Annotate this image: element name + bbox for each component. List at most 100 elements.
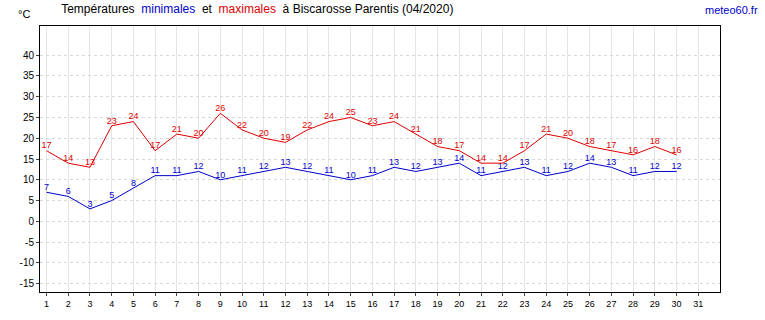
svg-text:18: 18	[411, 299, 421, 309]
svg-text:5: 5	[28, 195, 34, 206]
svg-text:7: 7	[174, 299, 179, 309]
svg-text:11: 11	[237, 165, 246, 175]
svg-text:14: 14	[585, 153, 595, 163]
svg-text:28: 28	[628, 299, 638, 309]
svg-text:19: 19	[433, 299, 443, 309]
svg-text:24: 24	[324, 111, 334, 121]
svg-text:22: 22	[302, 120, 312, 130]
svg-text:meteo60.fr: meteo60.fr	[705, 4, 758, 16]
svg-text:20: 20	[563, 128, 573, 138]
svg-text:21: 21	[172, 124, 182, 134]
svg-text:14: 14	[454, 153, 464, 163]
svg-text:14: 14	[498, 153, 508, 163]
svg-text:20: 20	[454, 299, 464, 309]
svg-text:15: 15	[23, 154, 35, 165]
svg-text:11: 11	[368, 165, 377, 175]
svg-text:23: 23	[107, 116, 117, 126]
svg-text:8: 8	[196, 299, 201, 309]
svg-text:11: 11	[542, 165, 551, 175]
svg-text:24: 24	[128, 111, 138, 121]
svg-text:11: 11	[172, 165, 181, 175]
svg-text:12: 12	[650, 161, 660, 171]
svg-text:6: 6	[66, 186, 71, 196]
svg-text:1: 1	[44, 299, 49, 309]
svg-text:11: 11	[476, 165, 485, 175]
svg-text:13: 13	[389, 157, 399, 167]
svg-text:21: 21	[541, 124, 551, 134]
svg-text:12: 12	[672, 161, 682, 171]
svg-text:16: 16	[672, 145, 682, 155]
svg-text:14: 14	[476, 153, 486, 163]
svg-text:26: 26	[215, 103, 225, 113]
svg-text:26: 26	[585, 299, 595, 309]
svg-text:11: 11	[628, 165, 637, 175]
svg-text:10: 10	[23, 174, 35, 185]
svg-text:3: 3	[87, 199, 92, 209]
svg-text:4: 4	[109, 299, 114, 309]
svg-text:9: 9	[218, 299, 223, 309]
svg-text:2: 2	[66, 299, 71, 309]
svg-text:10: 10	[215, 170, 225, 180]
svg-text:14: 14	[324, 299, 334, 309]
svg-text:22: 22	[498, 299, 508, 309]
svg-text:17: 17	[454, 140, 464, 150]
svg-text:15: 15	[346, 299, 356, 309]
svg-text:35: 35	[23, 70, 35, 81]
svg-text:24: 24	[541, 299, 551, 309]
svg-text:5: 5	[109, 190, 114, 200]
svg-text:12: 12	[498, 161, 508, 171]
svg-text:13: 13	[606, 157, 616, 167]
svg-text:19: 19	[280, 132, 290, 142]
svg-text:-10: -10	[20, 257, 35, 268]
svg-text:17: 17	[519, 140, 529, 150]
svg-text:3: 3	[87, 299, 92, 309]
svg-text:18: 18	[650, 136, 660, 146]
svg-text:17: 17	[606, 140, 616, 150]
svg-text:8: 8	[131, 178, 136, 188]
svg-text:12: 12	[411, 161, 421, 171]
svg-text:18: 18	[585, 136, 595, 146]
svg-text:12: 12	[194, 161, 204, 171]
svg-text:22: 22	[237, 120, 247, 130]
svg-text:11: 11	[150, 165, 159, 175]
svg-text:20: 20	[23, 133, 35, 144]
svg-text:24: 24	[389, 111, 399, 121]
svg-text:6: 6	[153, 299, 158, 309]
svg-text:23: 23	[367, 116, 377, 126]
svg-text:16: 16	[628, 145, 638, 155]
svg-text:29: 29	[650, 299, 660, 309]
svg-text:13: 13	[433, 157, 443, 167]
svg-text:16: 16	[367, 299, 377, 309]
svg-text:12: 12	[280, 299, 290, 309]
svg-text:17: 17	[150, 140, 160, 150]
svg-text:-15: -15	[20, 278, 35, 289]
svg-text:30: 30	[23, 91, 35, 102]
svg-text:12: 12	[302, 161, 312, 171]
svg-text:18: 18	[433, 136, 443, 146]
svg-text:17: 17	[389, 299, 399, 309]
svg-text:10: 10	[237, 299, 247, 309]
svg-text:12: 12	[563, 161, 573, 171]
svg-text:12: 12	[259, 161, 269, 171]
svg-text:20: 20	[259, 128, 269, 138]
svg-text:5: 5	[131, 299, 136, 309]
svg-text:21: 21	[476, 299, 486, 309]
svg-text:11: 11	[324, 165, 333, 175]
svg-text:13: 13	[519, 157, 529, 167]
svg-text:17: 17	[42, 140, 52, 150]
svg-text:30: 30	[672, 299, 682, 309]
svg-text:0: 0	[28, 216, 34, 227]
svg-text:11: 11	[259, 299, 268, 309]
svg-text:13: 13	[302, 299, 312, 309]
svg-text:25: 25	[346, 107, 356, 117]
svg-text:20: 20	[194, 128, 204, 138]
svg-text:13: 13	[280, 157, 290, 167]
svg-text:7: 7	[44, 182, 49, 192]
svg-text:Températures minimales et m: Températures minimales et maximales à Bi…	[61, 2, 453, 16]
svg-text:13: 13	[85, 157, 95, 167]
svg-text:25: 25	[563, 299, 573, 309]
svg-text:25: 25	[23, 112, 35, 123]
svg-text:40: 40	[23, 50, 35, 61]
svg-text:21: 21	[411, 124, 421, 134]
svg-text:31: 31	[693, 299, 703, 309]
